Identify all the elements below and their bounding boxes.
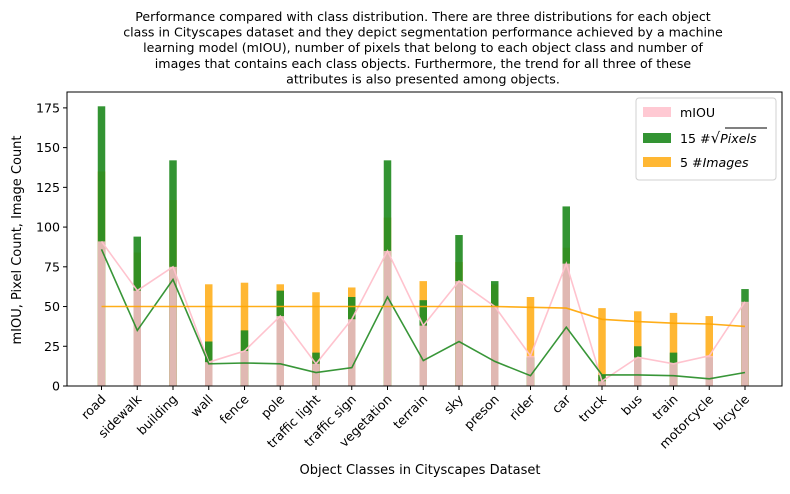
bar-miou-5 <box>276 316 284 386</box>
y-tick-label: 100 <box>36 220 60 235</box>
x-tick-label: terrain <box>390 392 430 432</box>
bar-miou-13 <box>562 263 570 386</box>
trend-line-2 <box>101 305 746 328</box>
legend-label-2: 5 #Images <box>680 155 749 170</box>
y-tick-label: 0 <box>52 379 60 394</box>
trend-lines-layer <box>100 240 746 383</box>
y-tick-label: 150 <box>36 140 60 155</box>
x-tick-label: road <box>78 392 109 423</box>
bar-miou-9 <box>419 325 427 386</box>
bar-miou-6 <box>312 363 320 386</box>
chart-title-line: learning model (mIOU), number of pixels … <box>143 40 703 55</box>
y-tick-label: 175 <box>36 100 60 115</box>
bar-miou-4 <box>240 351 249 386</box>
y-axis: 0 25 50 75 100 125 150 175 <box>36 100 67 394</box>
bar-images-16 <box>669 312 678 386</box>
bar-images-17 <box>705 316 713 386</box>
x-tick-label: truck <box>576 391 610 425</box>
bar-images-3 <box>205 284 213 386</box>
legend-swatch-1 <box>643 133 671 143</box>
bar-miou-17 <box>705 355 713 386</box>
bar-miou-0 <box>97 241 106 386</box>
bar-miou-10 <box>455 281 463 386</box>
x-tick-label: bicycle <box>710 391 752 433</box>
y-tick-label: 25 <box>44 339 60 354</box>
chart-title-line: Performance compared with class distribu… <box>135 9 710 24</box>
bar-images-14 <box>598 308 606 386</box>
x-tick-label: sky <box>441 391 467 417</box>
y-tick-label: 125 <box>36 180 60 195</box>
plot-area-frame <box>66 91 783 387</box>
legend: mIOU 15 #√Pixels 5 #Images <box>635 97 777 181</box>
chart-title-line: attributes is also presented among objec… <box>286 71 560 86</box>
y-tick-label: 75 <box>44 259 60 274</box>
x-tick-label: fence <box>216 391 251 426</box>
bar-miou-16 <box>669 363 678 386</box>
x-tick-label: bus <box>618 392 645 419</box>
bar-miou-1 <box>133 290 141 386</box>
x-tick-label: pole <box>258 391 288 421</box>
legend-label-0: mIOU <box>680 105 715 120</box>
bar-miou-12 <box>526 355 535 386</box>
bar-miou-15 <box>634 357 642 386</box>
chart-title-line: class in Cityscapes dataset and they dep… <box>123 25 723 40</box>
x-tick-label: building <box>134 392 180 438</box>
x-tick-label: preson <box>461 392 502 433</box>
bar-miou-3 <box>205 362 213 386</box>
bar-miou-8 <box>383 250 392 386</box>
legend-swatch-2 <box>643 157 671 167</box>
x-tick-label: car <box>549 391 574 416</box>
bar-miou-11 <box>491 306 499 386</box>
bar-miou-2 <box>169 266 177 386</box>
bar-images-6 <box>312 292 320 386</box>
y-tick-label: 50 <box>44 299 60 314</box>
x-axis-label: Object Classes in Cityscapes Dataset <box>300 463 541 478</box>
legend-label-1: 15 #√Pixels <box>680 129 757 147</box>
trend-line-1 <box>100 248 746 380</box>
x-tick-label: train <box>649 392 680 423</box>
chart-title: Performance compared with class distribu… <box>123 9 723 86</box>
chart-title-line: images that contains each class objects.… <box>155 56 692 71</box>
bar-miou-7 <box>348 319 356 386</box>
bar-images-12 <box>526 297 535 386</box>
y-axis-label: mIOU, Pixel Count, Image Count <box>10 135 25 344</box>
x-tick-label: wall <box>188 392 216 420</box>
bar-miou-14 <box>598 381 606 386</box>
x-tick-label: rider <box>506 391 538 423</box>
legend-swatch-0 <box>643 107 671 117</box>
bar-miou-18 <box>741 301 749 386</box>
